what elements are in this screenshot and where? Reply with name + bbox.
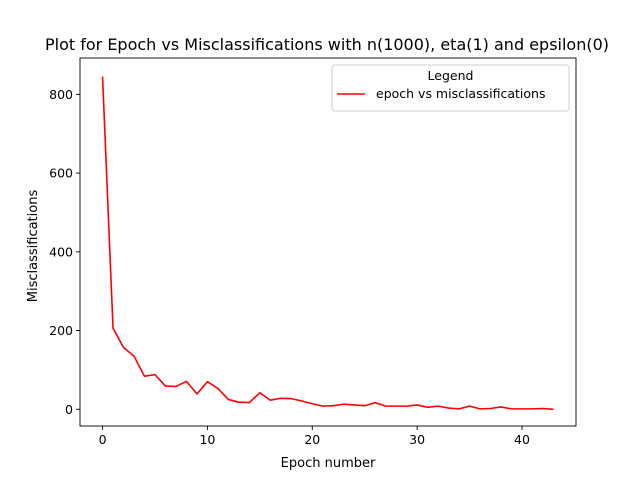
series-line-0 bbox=[101, 76, 554, 411]
plot-area bbox=[79, 57, 577, 427]
x-axis-label: Epoch number bbox=[281, 456, 376, 471]
x-tick-label: 10 bbox=[199, 432, 215, 447]
axes-frame bbox=[79, 57, 577, 427]
y-axis: 0 200 400 600 800 bbox=[49, 87, 80, 417]
y-tick-label: 600 bbox=[49, 166, 73, 181]
x-tick-label: 40 bbox=[514, 432, 530, 447]
x-tick-label: 0 bbox=[99, 432, 107, 447]
x-tick-label: 30 bbox=[409, 432, 425, 447]
legend-box bbox=[331, 64, 570, 112]
y-axis-label: Misclassifications bbox=[26, 190, 41, 303]
y-tick-label: 200 bbox=[49, 323, 73, 338]
x-axis: 0 10 20 30 40 bbox=[99, 426, 530, 447]
legend-title: Legend bbox=[428, 68, 474, 83]
chart-title: Plot for Epoch vs Misclassifications wit… bbox=[45, 35, 609, 54]
x-tick-label: 20 bbox=[304, 432, 320, 447]
y-tick-label: 400 bbox=[49, 244, 73, 259]
y-tick-label: 800 bbox=[49, 87, 73, 102]
legend-entry: epoch vs misclassifications bbox=[376, 86, 545, 101]
legend: Legend epoch vs misclassifications bbox=[331, 64, 570, 112]
y-tick-label: 0 bbox=[65, 402, 73, 417]
